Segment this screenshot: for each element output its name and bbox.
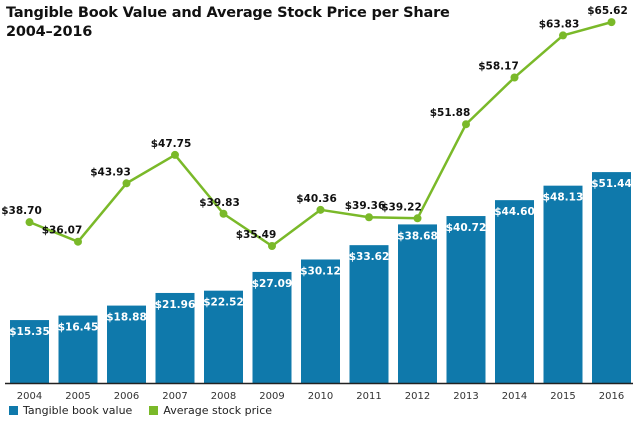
line-data-label: $40.36 — [296, 193, 337, 205]
x-tick-label: 2008 — [211, 391, 236, 402]
x-tick-label: 2015 — [550, 391, 575, 402]
x-tick-label: 2006 — [114, 391, 139, 402]
stock-price-point — [462, 120, 470, 129]
legend-label: Average stock price — [163, 404, 273, 417]
x-tick-label: 2004 — [17, 391, 42, 402]
line-data-label: $63.83 — [539, 18, 580, 30]
bar — [301, 259, 340, 383]
line-data-label: $39.22 — [381, 201, 422, 213]
line-data-label: $43.93 — [90, 166, 131, 178]
bar — [107, 305, 146, 383]
bar — [204, 290, 243, 383]
bar-data-label: $40.72 — [446, 222, 487, 234]
x-tick-label: 2005 — [65, 391, 90, 402]
bar-data-label: $27.09 — [252, 278, 293, 290]
x-tick-label: 2011 — [356, 391, 381, 402]
x-tick-label: 2016 — [599, 391, 624, 402]
bar — [349, 245, 389, 383]
line-data-label: $65.62 — [587, 5, 628, 17]
bar-data-label: $18.88 — [106, 312, 147, 324]
bar-data-label: $51.44 — [591, 178, 632, 190]
bar-data-label: $38.68 — [397, 230, 438, 242]
stock-price-point — [413, 214, 422, 223]
chart-title-main: Tangible Book Value and Average Stock Pr… — [6, 5, 450, 21]
line-data-label: $47.75 — [151, 138, 192, 150]
legend: Tangible book value Average stock price — [9, 404, 289, 417]
x-tick-label: 2009 — [259, 391, 284, 402]
bar — [58, 315, 98, 383]
line-data-label: $38.70 — [1, 205, 42, 217]
bar-data-label: $21.96 — [155, 299, 196, 311]
stock-price-point — [316, 205, 325, 214]
stock-price-point — [122, 179, 131, 188]
stock-price-point — [268, 242, 276, 250]
x-tick-label: 2013 — [453, 391, 478, 402]
x-tick-label: 2007 — [162, 391, 187, 402]
line-data-label: $58.17 — [478, 60, 519, 72]
stock-price-point — [219, 209, 228, 218]
bar-data-label: $16.45 — [58, 322, 99, 334]
legend-item-average-stock-price: Average stock price — [149, 404, 272, 417]
bar-data-label: $48.13 — [543, 192, 584, 204]
line-data-label: $39.83 — [199, 197, 240, 209]
bar — [446, 216, 486, 383]
bar-data-label: $22.52 — [203, 297, 244, 309]
line-data-label: $51.88 — [430, 107, 471, 119]
line-data-label: $35.49 — [236, 229, 277, 241]
stock-price-point — [559, 31, 567, 40]
bar — [252, 271, 292, 383]
stock-price-point — [510, 73, 519, 82]
chart-title: Tangible Book Value and Average Stock Pr… — [6, 4, 450, 42]
chart-subtitle: 2004–2016 — [6, 24, 93, 40]
legend-label: Tangible book value — [23, 404, 133, 417]
legend-item-tangible-book-value: Tangible book value — [9, 404, 132, 417]
bar — [398, 224, 437, 383]
stock-price-point — [171, 150, 179, 159]
legend-swatch-bar — [9, 406, 18, 415]
stock-price-point — [365, 213, 373, 222]
bar-data-label: $30.12 — [300, 266, 341, 278]
bar — [495, 200, 534, 383]
stock-price-point — [607, 18, 616, 27]
bar — [592, 172, 631, 383]
stock-price-point — [25, 218, 34, 227]
bar — [10, 320, 49, 383]
stock-price-point — [74, 237, 82, 246]
bar — [543, 185, 583, 383]
x-tick-label: 2014 — [502, 391, 527, 402]
legend-swatch-line — [149, 406, 159, 415]
x-tick-label: 2012 — [405, 391, 430, 402]
x-tick-label: 2010 — [308, 391, 333, 402]
bar — [155, 292, 195, 383]
line-data-label: $36.07 — [42, 225, 83, 237]
bar-data-label: $15.35 — [9, 326, 50, 338]
bar-data-label: $33.62 — [349, 251, 390, 263]
line-data-label: $39.36 — [345, 200, 386, 212]
bar-data-label: $44.60 — [494, 206, 535, 218]
